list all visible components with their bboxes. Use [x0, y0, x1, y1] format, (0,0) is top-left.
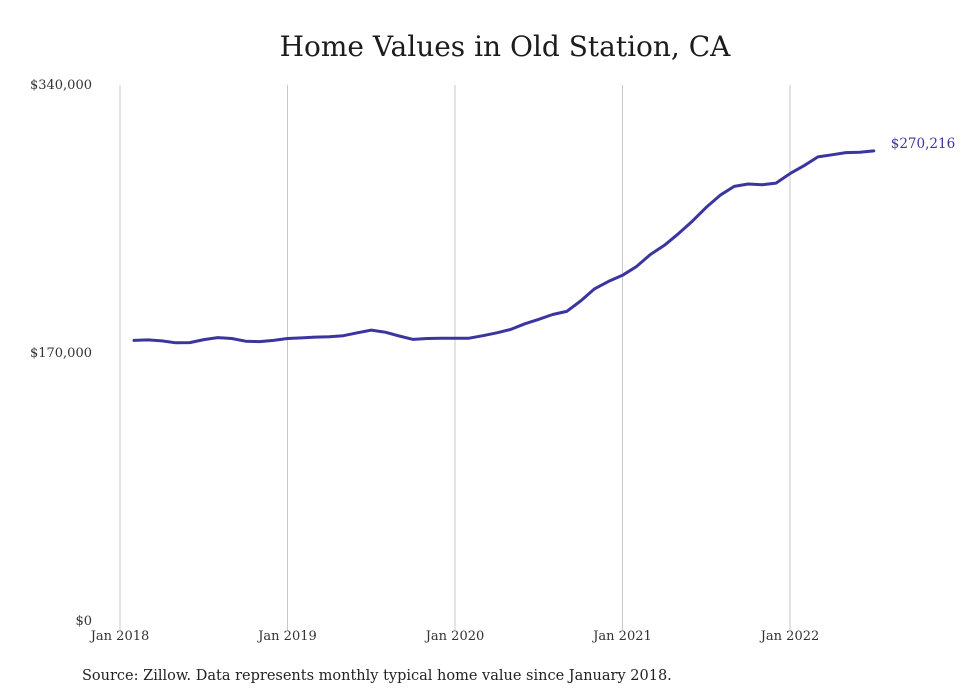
chart-title: Home Values in Old Station, CA: [279, 30, 731, 63]
y-tick-label: $0: [75, 614, 92, 629]
source-note: Source: Zillow. Data represents monthly …: [82, 668, 672, 684]
series-line: [132, 149, 876, 345]
end-value-label: $270,216: [891, 136, 955, 152]
x-tick-label: Jan 2018: [89, 629, 150, 644]
x-tick-label: Jan 2022: [759, 629, 820, 644]
x-tick-label: Jan 2021: [591, 629, 652, 644]
series-layer: $270,216: [132, 136, 955, 345]
grid-lines: [119, 85, 791, 630]
y-tick-label: $170,000: [30, 346, 92, 361]
x-tick-label: Jan 2020: [424, 629, 485, 644]
y-tick-label: $340,000: [30, 78, 92, 93]
x-tick-label: Jan 2019: [256, 629, 317, 644]
axis-ticks: Jan 2018 Jan 2019 Jan 2020 Jan 2021 Jan 2022…: [30, 78, 819, 644]
